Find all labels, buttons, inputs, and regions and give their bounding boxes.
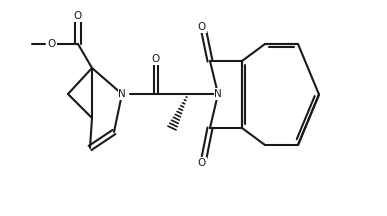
Text: O: O bbox=[48, 39, 56, 49]
Text: O: O bbox=[152, 54, 160, 64]
Text: O: O bbox=[198, 158, 206, 168]
Text: N: N bbox=[214, 89, 222, 99]
Text: O: O bbox=[198, 22, 206, 32]
Text: O: O bbox=[74, 11, 82, 21]
Text: N: N bbox=[118, 89, 126, 99]
